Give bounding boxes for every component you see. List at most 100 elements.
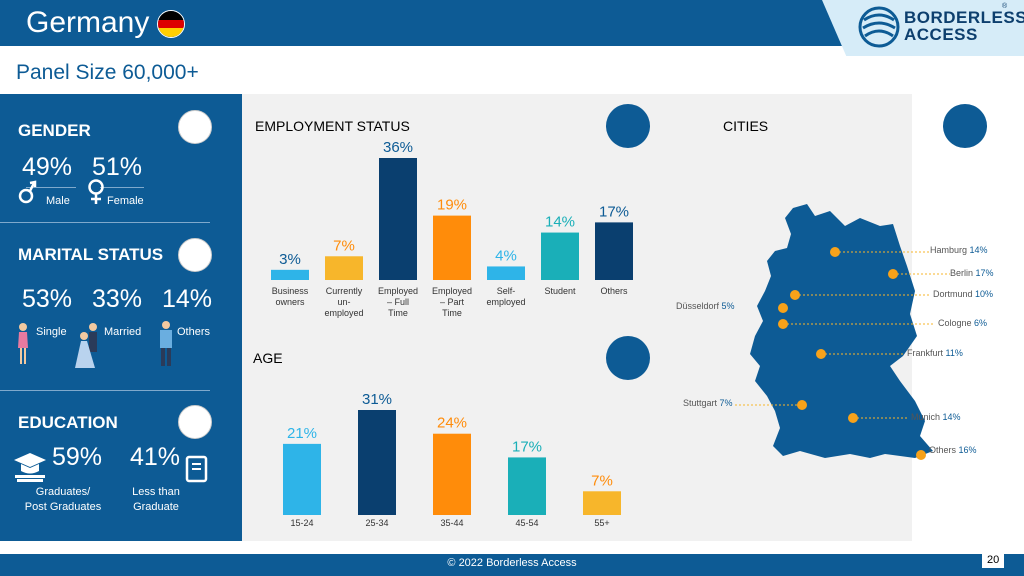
- city-label-3: Düsseldorf 5%: [676, 301, 735, 311]
- age-chart: 21% 15-24 31% 25-34 24% 35-44 17% 45-54 7% 55+: [283, 391, 621, 528]
- page-number: 20: [987, 554, 1000, 566]
- value-label-5: 14%: [545, 214, 575, 231]
- marital-title: MARITAL STATUS: [18, 245, 164, 264]
- female-percent: 51%: [92, 153, 143, 181]
- category-label-0: 15-24: [290, 518, 313, 528]
- graduates-label-line-2: Post Graduates: [24, 501, 102, 513]
- city-percent: 11%: [945, 348, 963, 358]
- married-label: Married: [104, 326, 142, 338]
- city-label-0: Hamburg 14%: [930, 245, 988, 255]
- city-label-4: Cologne 6%: [938, 318, 987, 328]
- single-person-icon: [18, 323, 28, 364]
- city-name: Dortmund: [933, 289, 976, 299]
- logo-text: BORDERLESS ACCESS: [904, 9, 1024, 43]
- category-label-3: – Part: [440, 297, 465, 307]
- germany-flag-icon: [157, 10, 185, 38]
- category-label-2: Time: [388, 308, 408, 318]
- section-divider: [0, 390, 210, 391]
- graduates-label: Graduates/ Post Graduates: [22, 485, 104, 515]
- bar-0: [271, 269, 309, 280]
- city-percent: 14%: [942, 412, 961, 422]
- city-name: Düsseldorf: [676, 301, 722, 311]
- less-than-graduate-label: Less than Graduate: [124, 485, 188, 515]
- city-dot-dortmund: [790, 290, 800, 300]
- city-name: Others: [929, 445, 959, 455]
- value-label-1: 31%: [362, 391, 392, 408]
- city-name: Cologne: [938, 318, 975, 328]
- category-label-3: Time: [442, 308, 462, 318]
- city-label-5: Frankfurt 11%: [907, 348, 963, 358]
- city-dot-cologne: [778, 319, 788, 329]
- page-number-box: [982, 552, 1004, 568]
- copyright-text: © 2022 Borderless Access: [447, 557, 577, 569]
- logo-line-2: ACCESS: [904, 25, 978, 44]
- value-label-4: 4%: [495, 247, 517, 264]
- others-person-icon: [160, 321, 172, 366]
- logo-background: [822, 0, 1024, 56]
- city-name: Hamburg: [930, 245, 970, 255]
- male-label: Male: [46, 195, 70, 207]
- bar-4: [583, 491, 621, 515]
- category-label-2: – Full: [387, 297, 409, 307]
- single-label: Single: [36, 326, 67, 338]
- bar-4: [487, 266, 525, 280]
- category-label-1: 25-34: [365, 518, 388, 528]
- others-percent: 14%: [162, 285, 213, 313]
- category-label-4: Self-: [497, 286, 516, 296]
- category-label-0: owners: [275, 297, 305, 307]
- married-couple-icon: [75, 323, 97, 368]
- value-label-0: 21%: [287, 425, 317, 442]
- bar-6: [595, 222, 633, 280]
- value-label-3: 19%: [437, 197, 467, 214]
- category-label-1: employed: [324, 308, 363, 318]
- single-percent: 53%: [22, 285, 73, 313]
- category-label-3: Employed: [432, 286, 472, 296]
- married-percent: 33%: [92, 285, 143, 313]
- female-icon: [88, 179, 104, 204]
- city-dot-hamburg: [830, 247, 840, 257]
- gender-placeholder-icon: [178, 110, 212, 144]
- logo-registered: ®: [1002, 3, 1008, 10]
- male-divider: [26, 187, 76, 188]
- globe-logo-icon: [858, 6, 900, 48]
- employment-badge-icon: [606, 104, 650, 148]
- bar-2: [379, 158, 417, 280]
- category-label-1: un-: [337, 297, 350, 307]
- city-dot-dusseldorf: [778, 303, 788, 313]
- city-percent: 16%: [958, 445, 977, 455]
- value-label-4: 7%: [591, 472, 613, 489]
- category-label-3: 45-54: [515, 518, 538, 528]
- bar-5: [541, 232, 579, 280]
- category-label-6: Others: [600, 286, 628, 296]
- graduates-label-line-1: Graduates/: [35, 486, 91, 498]
- graduates-percent: 59%: [52, 443, 103, 471]
- germany-map: [735, 204, 950, 460]
- city-dot-others: [916, 450, 926, 460]
- book-icon: [185, 455, 208, 483]
- value-label-2: 24%: [437, 415, 467, 432]
- less-than-graduate-line-2: Graduate: [133, 501, 179, 513]
- category-label-4: 55+: [594, 518, 609, 528]
- gender-title: GENDER: [18, 121, 91, 140]
- category-label-1: Currently: [326, 286, 363, 296]
- city-label-6: Stuttgart 7%: [683, 398, 733, 408]
- bar-3: [433, 215, 471, 280]
- city-dot-munich: [848, 413, 858, 423]
- value-label-3: 17%: [512, 438, 542, 455]
- age-title: AGE: [253, 350, 283, 366]
- page-subtitle: Panel Size 60,000+: [16, 61, 199, 84]
- city-dot-berlin: [888, 269, 898, 279]
- footer-bar: [0, 554, 1024, 576]
- bar-2: [433, 433, 471, 515]
- city-label-7: Munich 14%: [911, 412, 961, 422]
- employment-title: EMPLOYMENT STATUS: [255, 118, 410, 134]
- female-label: Female: [107, 195, 144, 207]
- category-label-4: employed: [486, 297, 525, 307]
- value-label-1: 7%: [333, 237, 355, 254]
- bar-0: [283, 443, 321, 515]
- value-label-2: 36%: [383, 139, 413, 156]
- education-title: EDUCATION: [18, 413, 118, 432]
- city-percent: 10%: [975, 289, 994, 299]
